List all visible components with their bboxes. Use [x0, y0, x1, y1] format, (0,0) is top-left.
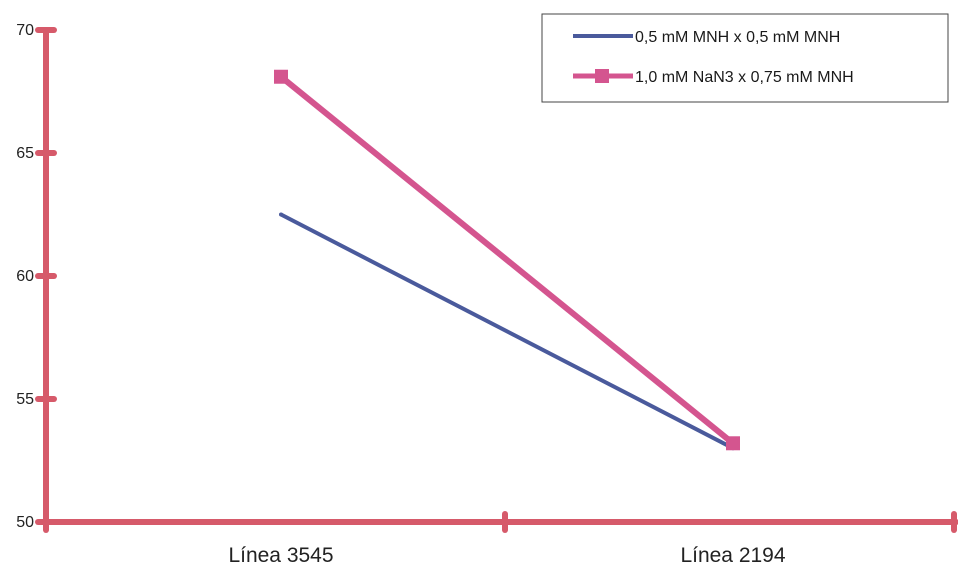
y-tick-label-65: 65	[16, 145, 34, 162]
series-line-2	[279, 74, 735, 446]
axes	[43, 27, 958, 533]
series-line-1	[280, 212, 734, 450]
y-tick-label-50: 50	[16, 514, 34, 531]
x-axis-labels: Línea 3545 Línea 2194	[228, 544, 785, 567]
y-tick-label-60: 60	[16, 268, 34, 285]
legend-label-series-2: 1,0 mM NaN3 x 0,75 mM MNH	[635, 69, 854, 86]
legend-marker-series-2	[595, 69, 609, 83]
legend-label-series-1: 0,5 mM MNH x 0,5 mM MNH	[635, 29, 840, 46]
x-category-label-1: Línea 3545	[228, 544, 333, 567]
series-lines	[274, 69, 740, 451]
series-2-point-1	[274, 69, 288, 84]
legend: 0,5 mM MNH x 0,5 mM MNH 1,0 mM NaN3 x 0,…	[541, 13, 949, 103]
y-tick-label-55: 55	[16, 391, 34, 408]
x-category-label-2: Línea 2194	[680, 544, 785, 567]
y-axis-ticks: 50 55 60 65 70	[16, 22, 57, 531]
series-2-point-2	[726, 436, 740, 451]
legend-box	[541, 13, 949, 103]
series-1-point-1	[279, 212, 283, 217]
y-tick-label-70: 70	[16, 22, 34, 39]
